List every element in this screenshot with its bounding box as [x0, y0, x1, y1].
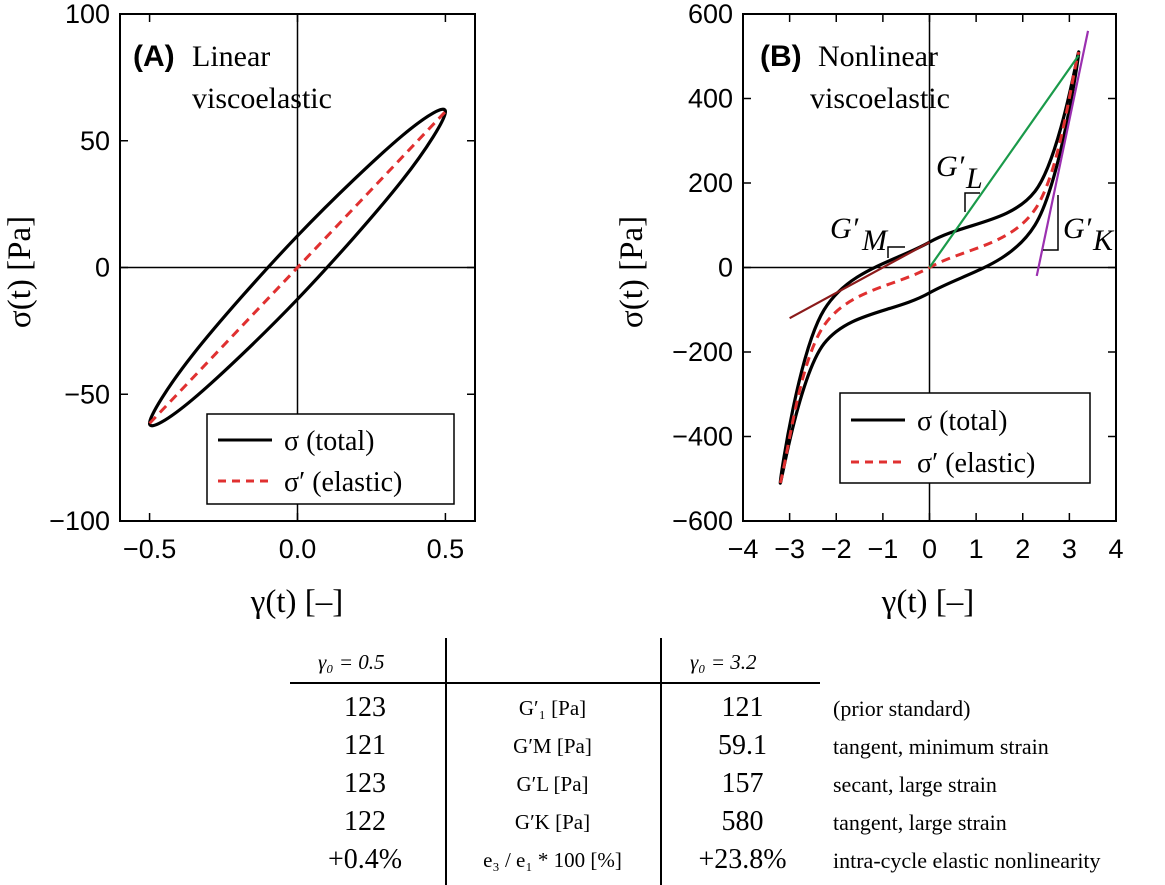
annotation-gl-bracket — [964, 192, 980, 212]
panel-a-letter: (A) — [133, 40, 175, 73]
table-cell-right: 580 — [721, 806, 764, 837]
panel-b-series-3 — [928, 54, 1080, 269]
panel-a-xtick-label: 0.0 — [279, 534, 317, 564]
panel-b-series-2 — [789, 241, 931, 320]
panel-a-xtick-label: −0.5 — [123, 534, 176, 564]
annotation-gm-sub: M — [861, 224, 889, 257]
panel-b-xtick-label: −4 — [728, 534, 759, 564]
table-cell-right: 59.1 — [718, 730, 767, 761]
table-cell-note: (prior standard) — [833, 696, 971, 721]
table-cell-left: 121 — [344, 730, 386, 761]
table-cell-left: +0.4% — [327, 844, 403, 875]
annotation-gm-letter: G′ — [830, 212, 859, 245]
table-divider-left — [445, 638, 447, 885]
annotation-gm: G′ M — [830, 212, 905, 258]
table-cell-param: e₃ / e₁ * 100 [%] — [483, 848, 622, 872]
panel-b-ytick-label: 200 — [688, 168, 733, 198]
panel-a-xtick-label: 0.5 — [427, 534, 465, 564]
panel-b-xtick-label: −3 — [774, 534, 805, 564]
panel-b-letter: (B) — [760, 40, 802, 73]
table-header-rule — [290, 682, 820, 684]
panel-b-ytick-label: −200 — [672, 337, 733, 367]
table-cell-note: intra-cycle elastic nonlinearity — [833, 848, 1101, 873]
annotation-gk-sub: K — [1092, 224, 1115, 257]
panel-b-legend-elastic-label: σ′ (elastic) — [917, 448, 1035, 479]
panel-a-ytick-label: −100 — [49, 506, 110, 536]
panel-a-desc-line2: viscoelastic — [192, 82, 332, 115]
panel-b-xtick-label: 1 — [969, 534, 984, 564]
panel-b-ytick-label: 600 — [688, 0, 733, 29]
panel-a-legend-elastic-label: σ′ (elastic) — [284, 467, 402, 498]
panel-b-ytick-label: −400 — [672, 422, 733, 452]
panel-b-xtick-label: −2 — [821, 534, 852, 564]
panel-b-xtick-label: 0 — [922, 534, 937, 564]
panel-a: −0.5 0.0 0.5 100 50 0 −50 −100 (A) Linear visco… — [2, 0, 476, 620]
panel-b-xtick-label: 2 — [1015, 534, 1030, 564]
annotation-gk-letter: G′ — [1063, 212, 1092, 245]
annotation-gl-sub: L — [965, 162, 983, 195]
table-divider-right — [660, 638, 662, 885]
panel-b-ytick-label: 0 — [718, 253, 733, 283]
panel-b-desc-line2: viscoelastic — [810, 82, 950, 115]
annotation-gk-bracket — [1043, 195, 1059, 251]
panel-a-xlabel: γ(t) [–] — [250, 584, 343, 620]
panel-a-ytick-label: 100 — [65, 0, 110, 29]
panel-a-desc-line1: Linear — [192, 40, 270, 73]
panel-a-series-1 — [148, 110, 447, 425]
table-cell-param: G′₁ [Pa] — [518, 696, 587, 720]
panel-b-ylabel: σ(t) [Pa] — [614, 216, 650, 328]
panel-a-ytick-label: 50 — [80, 126, 110, 156]
table-cell-param: G′L [Pa] — [516, 772, 589, 796]
panel-b-xlabel: γ(t) [–] — [881, 584, 974, 620]
table-cell-left: 123 — [344, 692, 386, 723]
panel-b-desc-line1: Nonlinear — [818, 40, 938, 73]
panel-a-ylabel: σ(t) [Pa] — [2, 216, 38, 328]
table-cell-right: 157 — [721, 768, 764, 799]
table-cell-note: tangent, large strain — [833, 810, 1007, 835]
panel-b-xtick-label: 4 — [1108, 534, 1123, 564]
table-cell-left: 123 — [344, 768, 386, 799]
annotation-gm-bracket — [887, 246, 905, 258]
panel-b-xtick-label: 3 — [1062, 534, 1077, 564]
panel-b-ytick-label: 400 — [688, 84, 733, 114]
panel-b-legend — [839, 392, 1091, 484]
table-cell-left: 122 — [344, 806, 386, 837]
panel-b-series-4 — [1035, 30, 1090, 277]
table-cell-right: 121 — [721, 692, 764, 723]
panel-a-ytick-label: −50 — [64, 379, 110, 409]
table-cell-note: tangent, minimum strain — [833, 734, 1049, 759]
table-cell-note: secant, large strain — [833, 772, 997, 797]
table-cell-param: G′M [Pa] — [513, 734, 592, 758]
annotation-gk: G′ K — [1043, 195, 1115, 257]
table-header-right: γ₀ = 3.2 — [690, 650, 757, 674]
panel-a-legend — [206, 413, 455, 505]
annotation-gl: G′ L — [936, 150, 983, 212]
panel-b-xtick-label: −1 — [867, 534, 898, 564]
panel-a-legend-total-label: σ (total) — [284, 426, 375, 457]
table-cell-param: G′K [Pa] — [514, 810, 591, 834]
annotation-gl-letter: G′ — [936, 150, 965, 183]
panel-b-ytick-label: −600 — [672, 506, 733, 536]
panel-a-ytick-label: 0 — [95, 253, 110, 283]
table-cell-right: +23.8% — [698, 844, 787, 875]
panel-b-legend-total-label: σ (total) — [917, 406, 1008, 437]
summary-table: γ₀ = 0.5 γ₀ = 3.2 123 G′₁ [Pa] 121 (prior s… — [0, 630, 1165, 885]
table-header-left: γ₀ = 0.5 — [318, 650, 385, 674]
